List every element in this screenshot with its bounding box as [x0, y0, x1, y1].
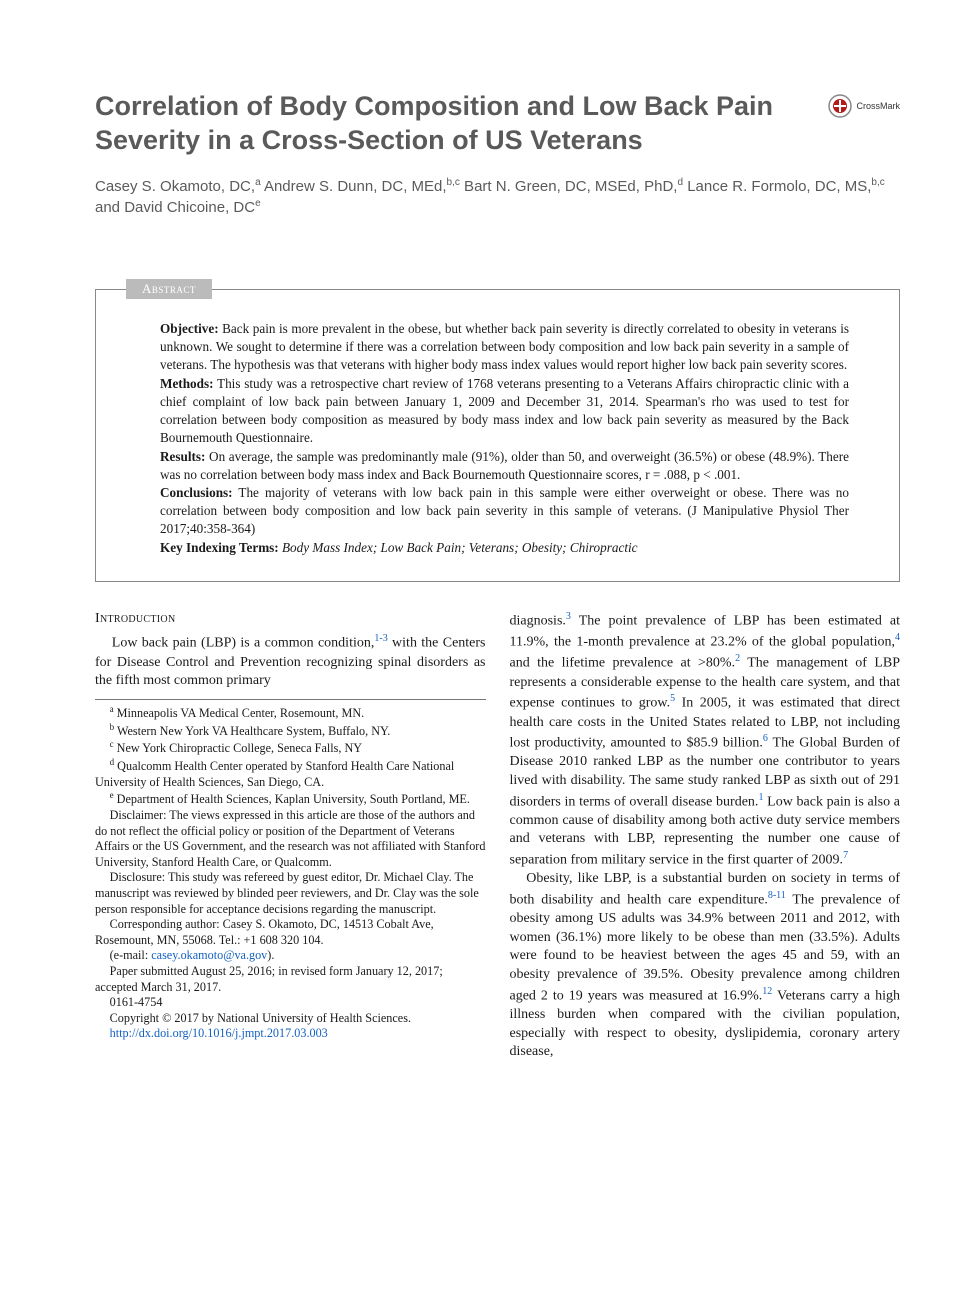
conclusions-lead: Conclusions:	[160, 485, 233, 500]
left-column: Introduction Low back pain (LBP) is a co…	[95, 610, 486, 1062]
abstract-keywords: Key Indexing Terms: Body Mass Index; Low…	[160, 539, 849, 557]
header-row: Correlation of Body Composition and Low …	[95, 90, 900, 158]
abstract-objective: Objective: Back pain is more prevalent i…	[160, 320, 849, 375]
methods-text: This study was a retrospective chart rev…	[160, 376, 849, 446]
keywords-text: Body Mass Index; Low Back Pain; Veterans…	[279, 540, 638, 555]
crossmark-icon	[828, 94, 852, 118]
objective-text: Back pain is more prevalent in the obese…	[160, 321, 849, 372]
abstract-box: Abstract Objective: Back pain is more pr…	[95, 289, 900, 582]
body-columns: Introduction Low back pain (LBP) is a co…	[95, 610, 900, 1062]
corresponding-author: Corresponding author: Casey S. Okamoto, …	[95, 917, 486, 948]
intro-right-paragraph-2: Obesity, like LBP, is a substantial burd…	[510, 870, 901, 1061]
doi-line: http://dx.doi.org/10.1016/j.jmpt.2017.03…	[95, 1026, 486, 1042]
objective-lead: Objective:	[160, 321, 219, 336]
footnotes-block: a Minneapolis VA Medical Center, Rosemou…	[95, 699, 486, 1042]
crossmark-badge[interactable]: CrossMark	[828, 94, 900, 118]
conclusions-text: The majority of veterans with low back p…	[160, 485, 849, 536]
abstract-methods: Methods: This study was a retrospective …	[160, 375, 849, 448]
abstract-label: Abstract	[126, 279, 212, 299]
abstract-results: Results: On average, the sample was pred…	[160, 448, 849, 484]
corresponding-email-link[interactable]: casey.okamoto@va.gov	[151, 948, 267, 962]
methods-lead: Methods:	[160, 376, 213, 391]
paper-dates: Paper submitted August 25, 2016; in revi…	[95, 964, 486, 995]
corresponding-email-line: (e-mail: casey.okamoto@va.gov).	[95, 948, 486, 964]
affiliation-a: a Minneapolis VA Medical Center, Rosemou…	[95, 704, 486, 722]
abstract-conclusions: Conclusions: The majority of veterans wi…	[160, 484, 849, 539]
intro-left-paragraph: Low back pain (LBP) is a common conditio…	[95, 632, 486, 690]
abstract-content: Objective: Back pain is more prevalent i…	[160, 320, 849, 557]
copyright: Copyright © 2017 by National University …	[95, 1011, 486, 1027]
affiliation-b: b Western New York VA Healthcare System,…	[95, 722, 486, 740]
disclaimer: Disclaimer: The views expressed in this …	[95, 808, 486, 870]
keywords-lead: Key Indexing Terms:	[160, 540, 279, 555]
affiliation-d: d Qualcomm Health Center operated by Sta…	[95, 757, 486, 790]
results-lead: Results:	[160, 449, 205, 464]
disclosure: Disclosure: This study was refereed by g…	[95, 870, 486, 917]
affiliation-e: e Department of Health Sciences, Kaplan …	[95, 790, 486, 808]
article-title: Correlation of Body Composition and Low …	[95, 90, 795, 158]
affiliation-c: c New York Chiropractic College, Seneca …	[95, 739, 486, 757]
introduction-heading: Introduction	[95, 610, 486, 629]
author-list: Casey S. Okamoto, DC,a Andrew S. Dunn, D…	[95, 176, 900, 220]
intro-right-paragraph-1: diagnosis.3 The point prevalence of LBP …	[510, 610, 901, 871]
right-column: diagnosis.3 The point prevalence of LBP …	[510, 610, 901, 1062]
issn: 0161-4754	[95, 995, 486, 1011]
crossmark-label: CrossMark	[856, 101, 900, 111]
results-text: On average, the sample was predominantly…	[160, 449, 849, 482]
doi-link[interactable]: http://dx.doi.org/10.1016/j.jmpt.2017.03…	[110, 1026, 328, 1040]
